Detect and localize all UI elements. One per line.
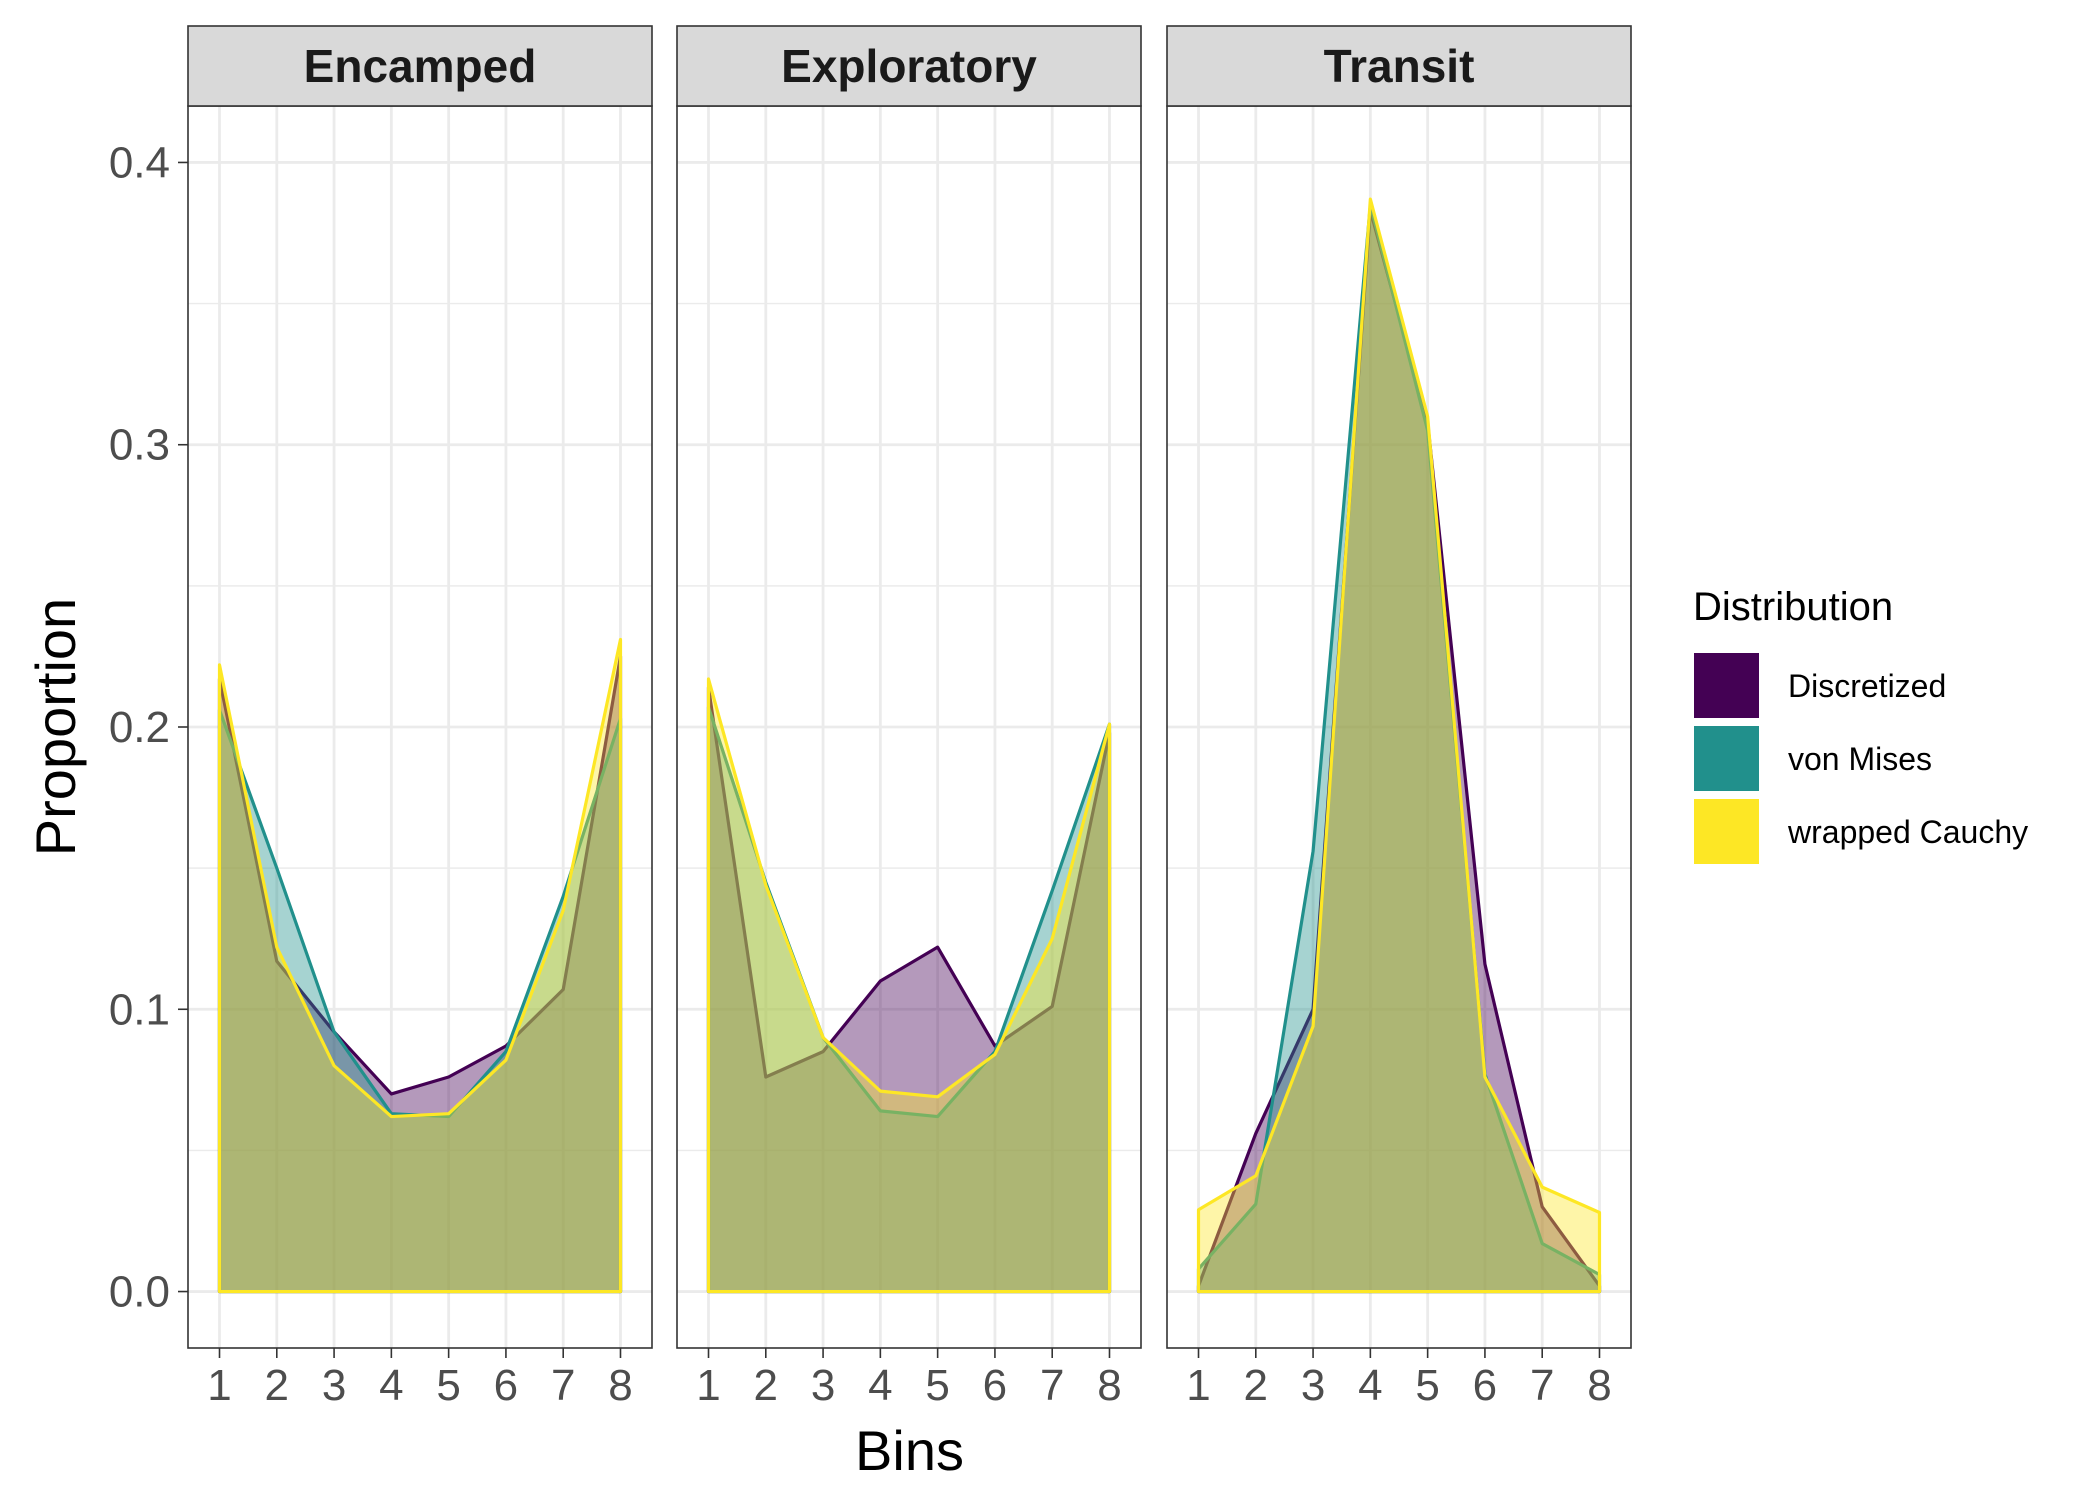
area-wrapped-cauchy <box>706 677 1112 1294</box>
x-tick-label: 4 <box>1358 1361 1382 1410</box>
x-tick-label: 5 <box>925 1361 949 1410</box>
y-tick-label: 0.0 <box>109 1268 170 1317</box>
x-tick-label: 8 <box>1097 1361 1121 1410</box>
x-tick-label: 2 <box>1244 1361 1268 1410</box>
x-tick-label: 5 <box>436 1361 460 1410</box>
x-tick-label: 1 <box>696 1361 720 1410</box>
x-tick-label: 2 <box>754 1361 778 1410</box>
legend-key-von-mises <box>1692 724 1761 793</box>
x-tick-label: 4 <box>868 1361 892 1410</box>
facet-strip <box>676 25 1142 107</box>
x-tick-label: 8 <box>608 1361 632 1410</box>
x-tick-label: 6 <box>1473 1361 1497 1410</box>
area-wrapped-cauchy <box>217 637 623 1294</box>
x-tick-label: 1 <box>1186 1361 1210 1410</box>
x-tick-label: 2 <box>265 1361 289 1410</box>
x-tick-label: 6 <box>983 1361 1007 1410</box>
legend-label: wrapped Cauchy <box>1787 814 2028 850</box>
panel-exploratory: Exploratory 1 2 3 4 5 6 7 8 <box>676 25 1142 1410</box>
y-tick-label: 0.4 <box>109 138 170 187</box>
legend-key-discretized <box>1692 651 1761 720</box>
x-tick-label: 8 <box>1587 1361 1611 1410</box>
x-tick-label: 4 <box>379 1361 403 1410</box>
y-tick-label: 0.1 <box>109 985 170 1034</box>
x-tick-label: 7 <box>1530 1361 1554 1410</box>
legend: Distribution Discretized von Mises wrapped… <box>1692 585 2028 866</box>
y-tick-label: 0.3 <box>109 421 170 470</box>
y-axis-title: Proportion <box>24 598 87 856</box>
panel-encamped: Encamped 1 2 3 4 5 6 7 8 <box>187 25 653 1410</box>
facet-strip-label: Exploratory <box>781 40 1037 92</box>
facet-strip <box>187 25 653 107</box>
x-tick-label: 6 <box>494 1361 518 1410</box>
x-axis-title: Bins <box>855 1419 964 1482</box>
legend-key-wrapped-cauchy <box>1692 797 1761 866</box>
x-tick-label: 7 <box>1040 1361 1064 1410</box>
area-wrapped-cauchy <box>1196 197 1602 1294</box>
x-tick-label: 5 <box>1415 1361 1439 1410</box>
y-axis: 0.0 0.1 0.2 0.3 0.4 <box>109 138 188 1317</box>
facet-strip <box>1166 25 1632 107</box>
facet-strip-label: Encamped <box>304 40 537 92</box>
legend-label: von Mises <box>1788 741 1932 777</box>
panel-transit: Transit 1 2 3 4 5 6 7 8 <box>1166 25 1632 1410</box>
x-tick-label: 1 <box>207 1361 231 1410</box>
legend-title: Distribution <box>1693 585 1893 629</box>
y-tick-label: 0.2 <box>109 703 170 752</box>
facet-strip-label: Transit <box>1324 40 1475 92</box>
x-tick-label: 7 <box>551 1361 575 1410</box>
legend-label: Discretized <box>1788 668 1946 704</box>
x-tick-label: 3 <box>811 1361 835 1410</box>
x-tick-label: 3 <box>322 1361 346 1410</box>
x-tick-label: 3 <box>1301 1361 1325 1410</box>
